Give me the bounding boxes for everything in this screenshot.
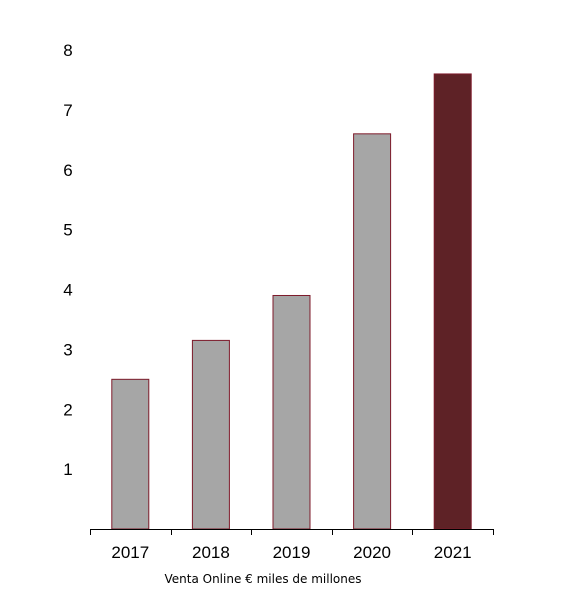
bars-group (111, 73, 472, 530)
x-tick-label: 2020 (353, 543, 391, 562)
bar-2019 (272, 294, 311, 530)
x-axis-tick-labels: 2017 2018 2019 2020 2021 (111, 543, 471, 562)
y-tick-label: 5 (63, 221, 72, 240)
y-tick-label: 4 (63, 281, 72, 300)
bar-2021 (433, 73, 472, 530)
x-tick-label: 2018 (192, 543, 230, 562)
x-tick-label: 2021 (434, 543, 472, 562)
y-tick-label: 3 (63, 340, 72, 359)
bar-2020 (353, 133, 392, 530)
x-axis-ticks (90, 529, 494, 535)
x-tick-label: 2017 (111, 543, 149, 562)
y-tick-label: 2 (63, 400, 72, 419)
bar-2017 (111, 378, 150, 530)
y-tick-label: 1 (63, 460, 72, 479)
y-axis-tick-labels: 1 2 3 4 5 6 7 8 (63, 41, 72, 479)
y-tick-label: 8 (63, 41, 72, 60)
x-axis-title: Venta Online € miles de millones (164, 572, 361, 586)
x-tick-label: 2019 (273, 543, 311, 562)
bar-2018 (191, 339, 230, 530)
y-tick-label: 7 (63, 101, 72, 120)
y-tick-label: 6 (63, 161, 72, 180)
